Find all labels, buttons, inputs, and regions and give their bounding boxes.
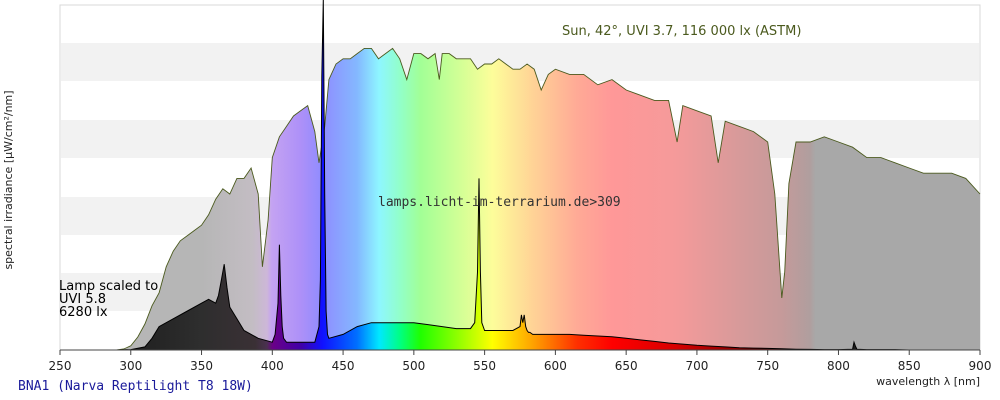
x-tick-label: 600 — [544, 359, 567, 373]
x-tick-label: 800 — [827, 359, 850, 373]
watermark: lamps.licht-im-terrarium.de>309 — [378, 195, 621, 210]
lamp-spectrum-line — [116, 0, 980, 351]
sun-spectrum-line — [116, 47, 981, 351]
y-axis-label: spectral irradiance [µW/cm²/nm] — [2, 90, 15, 269]
x-tick-label: 850 — [898, 359, 921, 373]
lamp-name: BNA1 (Narva Reptilight T8 18W) — [18, 379, 253, 394]
x-tick-label: 750 — [756, 359, 779, 373]
x-tick-label: 250 — [49, 359, 72, 373]
x-tick-label: 550 — [473, 359, 496, 373]
lamp-annotation-line2: UVI 5.8 — [59, 292, 106, 307]
sun-spectrum-area — [116, 48, 981, 351]
lamp-annotation-line1: Lamp scaled to — [59, 279, 158, 294]
x-axis-label: wavelength λ [nm] — [876, 375, 980, 388]
x-tick-label: 900 — [969, 359, 992, 373]
x-ticks: 250 300 350 400 450 500 550 600 650 700 750 800 850 9… — [49, 350, 992, 373]
sun-annotation: Sun, 42°, UVI 3.7, 116 000 lx (ASTM) — [562, 24, 801, 39]
x-tick-label: 700 — [685, 359, 708, 373]
x-tick-label: 350 — [190, 359, 213, 373]
x-tick-label: 400 — [261, 359, 284, 373]
x-tick-label: 300 — [119, 359, 142, 373]
lamp-spectrum-area — [116, 0, 980, 350]
x-tick-label: 650 — [615, 359, 638, 373]
x-tick-label: 500 — [402, 359, 425, 373]
x-tick-label: 450 — [332, 359, 355, 373]
lamp-annotation-line3: 6280 lx — [59, 305, 108, 320]
